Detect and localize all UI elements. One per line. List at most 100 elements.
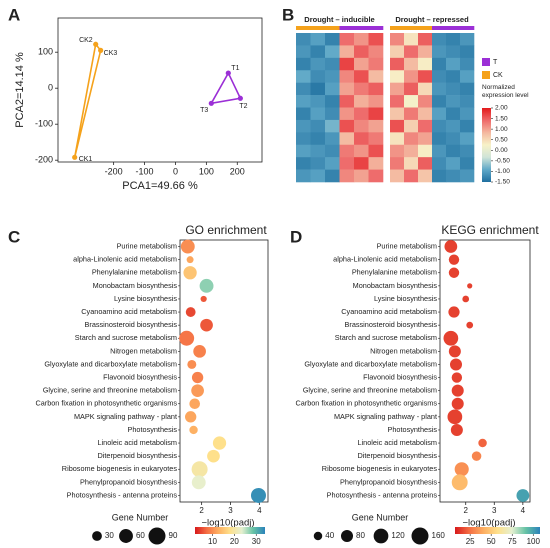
heatmap-cell — [446, 144, 461, 158]
heatmap-cell — [418, 82, 433, 96]
heatmap-cell — [310, 132, 326, 146]
block-title: Drought – inducible — [304, 15, 374, 24]
heatmap-cell — [296, 132, 311, 146]
bubble — [444, 240, 458, 253]
heatmap-cell — [418, 95, 433, 108]
heatmap-cell — [460, 132, 475, 146]
bubble — [200, 318, 213, 332]
column-annotation — [296, 26, 311, 30]
y-tick-label: -100 — [35, 119, 53, 129]
bubble — [450, 423, 463, 436]
column-annotation — [354, 26, 369, 30]
x-tick-label: 4 — [257, 506, 262, 515]
heatmap-cell — [460, 144, 475, 158]
heatmap-cell — [390, 33, 405, 46]
heatmap-cell — [460, 45, 475, 59]
heatmap-cell — [325, 57, 340, 71]
heatmap-cell — [296, 144, 311, 158]
size-legend-circle — [373, 528, 389, 544]
size-legend-label: 60 — [136, 531, 145, 540]
bubble — [466, 321, 474, 329]
heatmap-cell — [354, 57, 369, 71]
heatmap-cell — [296, 157, 311, 170]
bubble — [454, 462, 469, 477]
heatmap-cell — [390, 45, 405, 59]
heatmap-cell — [404, 132, 419, 146]
colorbar-tick-label: 50 — [487, 537, 496, 546]
heatmap-cell — [432, 33, 447, 46]
heatmap-cell — [325, 70, 340, 83]
y-tick-label: Lysine biosynthesis — [114, 294, 177, 303]
panel-letter: D — [290, 227, 302, 246]
panel-letter: B — [282, 5, 294, 24]
heatmap-cell — [368, 70, 384, 83]
heatmap-cell — [460, 157, 475, 170]
plot-frame — [179, 239, 269, 503]
heatmap-cell — [339, 169, 355, 183]
heatmap-cell — [368, 57, 384, 71]
heatmap-cell — [446, 70, 461, 83]
point-label: T2 — [239, 103, 247, 110]
size-legend-circle — [313, 531, 323, 541]
y-tick-label: Photosynthesis - antenna proteins — [67, 490, 178, 499]
colorbar-tick-label: 1.00 — [495, 126, 508, 133]
x-axis-label: −log10(padj) — [462, 518, 515, 529]
heatmap-cell — [354, 119, 369, 133]
bubble — [183, 266, 197, 280]
plot-frame — [439, 239, 531, 503]
group-outline — [209, 71, 242, 105]
colorbar-tick-label: -1.50 — [495, 179, 510, 186]
bubble — [185, 411, 197, 423]
chart-title: KEGG enrichment — [441, 223, 539, 237]
heatmap-cell — [404, 107, 419, 121]
bubble — [462, 295, 470, 303]
heatmap-cell — [354, 70, 369, 83]
heatmap-cell — [325, 169, 340, 183]
bubble — [180, 239, 195, 254]
colorbar-tick-label: 1.50 — [495, 115, 508, 122]
legend-swatch — [482, 71, 490, 79]
bubble — [516, 489, 530, 502]
colorbar-tick-label: 30 — [252, 537, 261, 546]
point — [93, 41, 99, 47]
bubble — [212, 436, 227, 450]
y-tick-label: Carbon fixation in photosynthetic organi… — [35, 399, 177, 408]
heatmap-cell — [460, 95, 475, 108]
bubble — [189, 398, 201, 410]
heatmap-cell — [296, 33, 311, 46]
heatmap-cell — [418, 33, 433, 46]
bubble — [443, 330, 459, 346]
size-legend-circle — [148, 527, 166, 545]
heatmap-cell — [310, 169, 326, 183]
heatmap-cell — [296, 57, 311, 71]
bubble — [185, 307, 196, 317]
y-tick-label: Monobactam biosynthesis — [93, 281, 178, 290]
y-tick-label: alpha-Linolenic acid metabolism — [333, 255, 437, 264]
heatmap-cell — [354, 144, 369, 158]
bubble — [250, 487, 266, 503]
y-tick-label: Ribosome biogenesis in eukaryotes — [62, 464, 178, 473]
y-tick-label: Nitrogen metabolism — [110, 346, 177, 355]
heatmap-cell — [390, 119, 405, 133]
bubble — [191, 475, 206, 490]
heatmap-cell — [354, 169, 369, 183]
panel-letter: A — [8, 5, 20, 24]
heatmap-cell — [432, 169, 447, 183]
heatmap-cell — [325, 119, 340, 133]
y-tick-label: Phenylpropanoid biosynthesis — [80, 477, 177, 486]
y-tick-label: MAPK signaling pathway - plant — [334, 412, 437, 421]
size-legend-circle — [411, 527, 429, 545]
colorbar-tick-label: 0.00 — [495, 147, 508, 154]
heatmap-cell — [446, 107, 461, 121]
bubble — [467, 283, 473, 289]
bubble — [191, 371, 204, 384]
bubble — [451, 384, 464, 397]
heatmap-cell — [325, 33, 340, 46]
heatmap-cell — [368, 169, 384, 183]
heatmap-cell — [339, 157, 355, 170]
heatmap-cell — [446, 82, 461, 96]
point — [208, 100, 214, 106]
bubble — [199, 278, 214, 293]
heatmap-cell — [418, 169, 433, 183]
heatmap-cell — [418, 132, 433, 146]
